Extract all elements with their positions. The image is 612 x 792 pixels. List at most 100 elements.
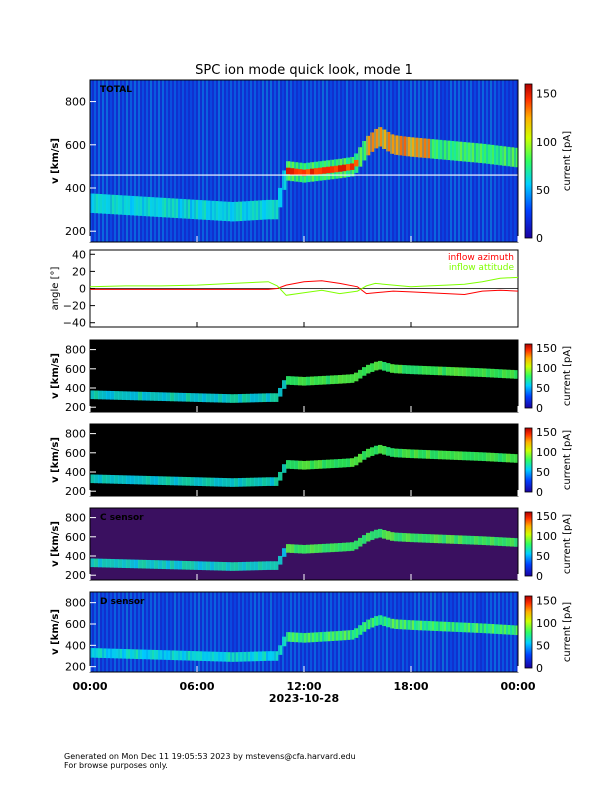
signal-cell (230, 652, 235, 662)
signal-cell (402, 449, 407, 458)
signal-cell (370, 531, 375, 540)
signal-cell (262, 200, 267, 220)
time-tick-label: 12:00 (286, 680, 321, 693)
panel-label: D sensor (100, 597, 145, 607)
signal-cell (474, 368, 479, 377)
signal-cell (294, 632, 299, 643)
background-streak (510, 80, 512, 242)
background-streak (158, 80, 160, 242)
signal-cell (406, 449, 411, 458)
signal-cell (278, 645, 283, 655)
background-streak (218, 592, 220, 672)
signal-cell (206, 200, 211, 220)
background-streak (494, 80, 496, 242)
background-streak (198, 592, 200, 672)
background-streak (194, 592, 196, 672)
y-tick-label: 200 (65, 661, 86, 674)
signal-cell (102, 390, 107, 400)
background-streak (422, 80, 424, 242)
signal-cell (102, 648, 107, 659)
background-streak (110, 80, 112, 242)
background-streak (130, 592, 132, 672)
signal-cell (470, 367, 475, 377)
signal-cell (270, 651, 275, 661)
signal-cell (290, 460, 295, 469)
signal-cell (146, 649, 151, 660)
signal-cell (238, 478, 243, 487)
signal-cell (218, 477, 223, 487)
signal-cell (298, 544, 303, 554)
signal-cell (98, 390, 103, 400)
y-tick-label: 200 (65, 569, 86, 582)
signal-cell (418, 533, 423, 543)
signal-cell (422, 533, 427, 543)
colorbar-tick-label: 0 (536, 402, 543, 415)
colorbar-a-sensor: 0 50 100 150 current [pA] (524, 342, 573, 415)
signal-cell (154, 392, 159, 401)
signal-cell (334, 459, 339, 468)
signal-cell (486, 144, 491, 164)
signal-cell (138, 649, 143, 660)
colorbar-total: 0 50 100 150 current [pA] (524, 83, 573, 245)
signal-cell (398, 364, 403, 374)
signal-cell (182, 476, 187, 486)
signal-cell (498, 537, 503, 546)
signal-cell (494, 624, 499, 634)
signal-cell (186, 199, 191, 219)
signal-cell (254, 651, 259, 662)
signal-cell (174, 392, 179, 402)
signal-cell (230, 394, 235, 403)
signal-cell (430, 534, 435, 543)
figure-title: SPC ion mode quick look, mode 1 (195, 63, 413, 78)
signal-cell (386, 447, 391, 456)
signal-cell (286, 376, 291, 385)
y-axis-label: v [km/s] (50, 353, 61, 399)
colorbar-tick-label: 50 (536, 466, 550, 479)
signal-cell (438, 534, 443, 544)
signal-cell (462, 451, 467, 461)
signal-cell (334, 375, 339, 384)
background-streak (254, 592, 256, 672)
signal-cell (386, 617, 391, 628)
signal-cell (382, 129, 387, 149)
background-streak (298, 592, 300, 672)
background-streak (382, 80, 384, 242)
signal-cell (278, 387, 283, 397)
signal-cell (290, 376, 295, 385)
signal-cell (198, 200, 203, 220)
signal-cell (110, 474, 115, 484)
signal-cell (502, 369, 507, 379)
background-streak (146, 592, 148, 672)
signal-cell (90, 474, 95, 484)
signal-cell (402, 136, 407, 156)
signal-cell (350, 374, 355, 383)
background-streak (218, 80, 220, 242)
signal-cell (174, 560, 179, 570)
colorbar-scale (524, 595, 533, 669)
signal-cell (246, 201, 251, 221)
signal-cell (286, 460, 291, 469)
signal-cell (274, 199, 279, 220)
background-streak (310, 592, 312, 672)
signal-cell (110, 194, 115, 215)
signal-cell (450, 535, 455, 544)
signal-cell (506, 625, 511, 635)
signal-cell (370, 617, 375, 628)
y-tick-label: 800 (65, 96, 86, 109)
signal-cell (238, 652, 243, 662)
signal-cell (466, 142, 471, 162)
signal-cell (242, 651, 247, 662)
signal-cell (266, 199, 271, 220)
beam-core-cell (354, 159, 359, 167)
signal-cell (506, 453, 511, 463)
signal-cell (158, 197, 163, 218)
signal-cell (222, 478, 227, 487)
time-tick-label: 06:00 (179, 680, 214, 693)
signal-cell (502, 453, 507, 463)
background-streak (302, 592, 304, 672)
signal-cell (198, 651, 203, 661)
signal-cell (478, 452, 483, 461)
signal-cell (194, 393, 199, 402)
background-streak (358, 80, 360, 242)
background-streak (418, 80, 420, 242)
